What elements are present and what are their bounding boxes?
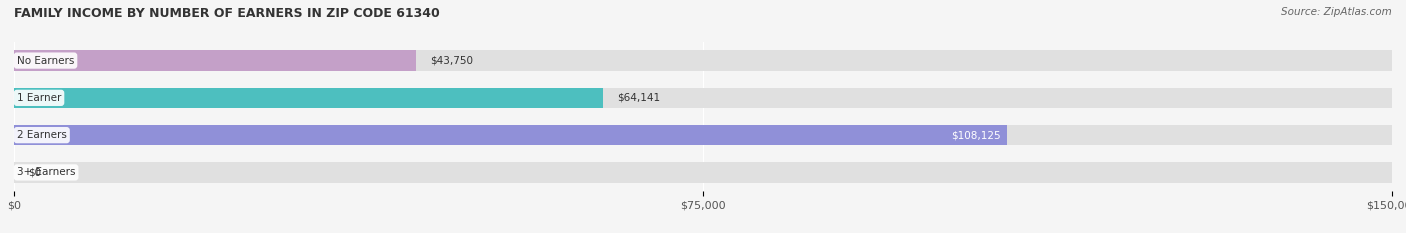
Bar <box>14 162 1392 183</box>
Bar <box>14 88 1392 108</box>
Text: $108,125: $108,125 <box>950 130 1001 140</box>
Text: 3+ Earners: 3+ Earners <box>17 168 76 177</box>
Text: $64,141: $64,141 <box>617 93 661 103</box>
Text: FAMILY INCOME BY NUMBER OF EARNERS IN ZIP CODE 61340: FAMILY INCOME BY NUMBER OF EARNERS IN ZI… <box>14 7 440 20</box>
Bar <box>14 50 1392 71</box>
Text: 2 Earners: 2 Earners <box>17 130 66 140</box>
Bar <box>14 125 1392 145</box>
Bar <box>14 50 416 71</box>
Bar <box>14 88 603 108</box>
Text: 1 Earner: 1 Earner <box>17 93 62 103</box>
Text: $0: $0 <box>28 168 41 177</box>
Text: $43,750: $43,750 <box>430 56 472 65</box>
Bar <box>14 125 1007 145</box>
Text: No Earners: No Earners <box>17 56 75 65</box>
Text: Source: ZipAtlas.com: Source: ZipAtlas.com <box>1281 7 1392 17</box>
